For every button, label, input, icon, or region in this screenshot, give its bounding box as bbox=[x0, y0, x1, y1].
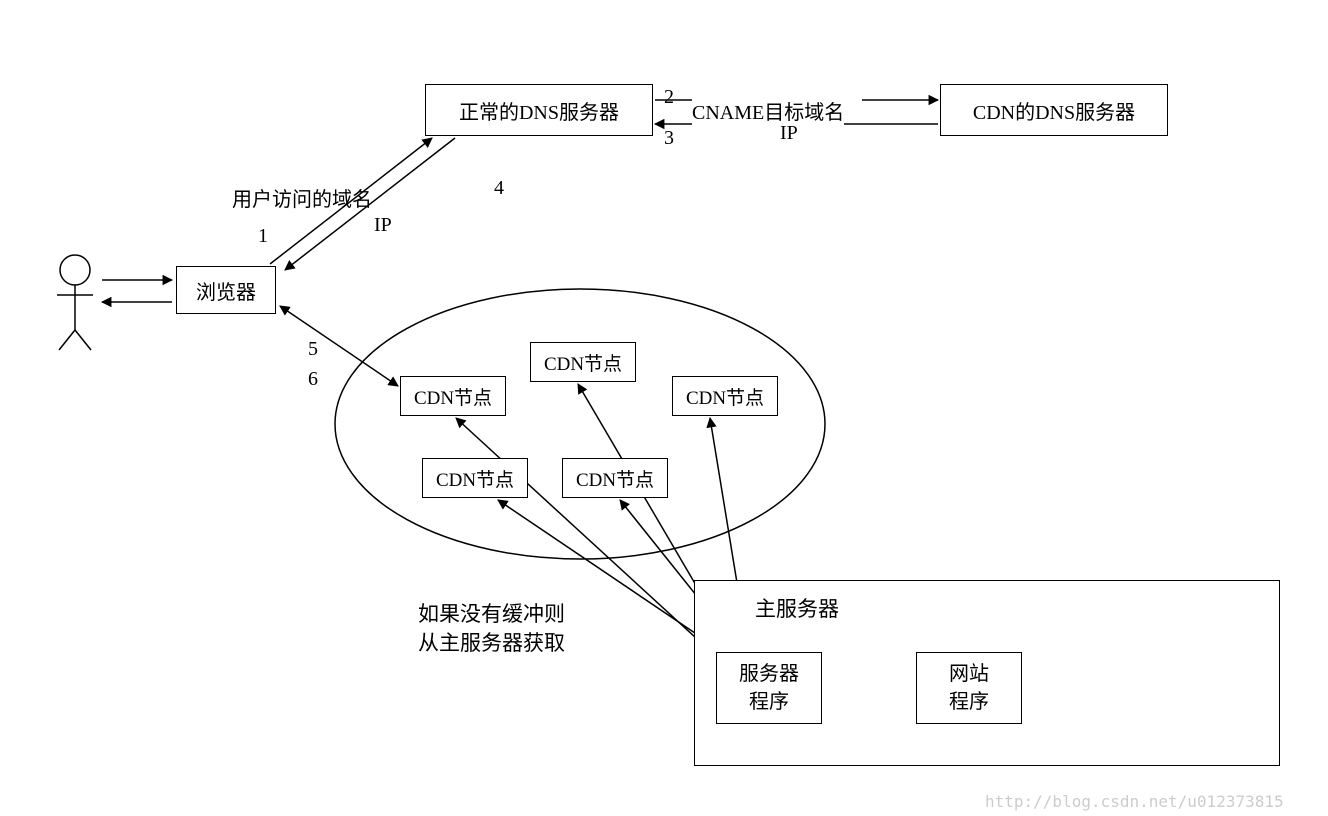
ip2-label: IP bbox=[776, 122, 802, 145]
step-1: 1 bbox=[258, 225, 268, 248]
cdn-dns-box: CDN的DNS服务器 bbox=[940, 84, 1168, 136]
browser-label: 浏览器 bbox=[196, 276, 256, 305]
step-5: 5 bbox=[308, 338, 318, 361]
ip1-label: IP bbox=[374, 214, 392, 237]
no-cache-line1: 如果没有缓冲则 bbox=[418, 598, 565, 628]
cdn-node-4: CDN节点 bbox=[422, 458, 528, 498]
cname-label: CNAME目标域名 bbox=[692, 96, 844, 125]
step-2: 2 bbox=[664, 86, 674, 109]
cdn-dns-label: CDN的DNS服务器 bbox=[973, 96, 1135, 125]
cdn-node-3: CDN节点 bbox=[672, 376, 778, 416]
browser-box: 浏览器 bbox=[176, 266, 276, 314]
no-cache-line2: 从主服务器获取 bbox=[418, 627, 565, 657]
cdn-node-1: CDN节点 bbox=[400, 376, 506, 416]
main-server-label: 主服务器 bbox=[755, 593, 839, 623]
user-domain-label: 用户访问的域名 bbox=[232, 183, 372, 212]
step-3: 3 bbox=[664, 127, 674, 150]
watermark: http://blog.csdn.net/u012373815 bbox=[985, 792, 1284, 811]
cdn-node-5: CDN节点 bbox=[562, 458, 668, 498]
cdn-node-2: CDN节点 bbox=[530, 342, 636, 382]
server-prog-box: 服务器 程序 bbox=[716, 652, 822, 724]
site-prog-box: 网站 程序 bbox=[916, 652, 1022, 724]
step-4: 4 bbox=[494, 177, 504, 200]
step-6: 6 bbox=[308, 368, 318, 391]
normal-dns-box: 正常的DNS服务器 bbox=[425, 84, 653, 136]
normal-dns-label: 正常的DNS服务器 bbox=[459, 96, 619, 125]
